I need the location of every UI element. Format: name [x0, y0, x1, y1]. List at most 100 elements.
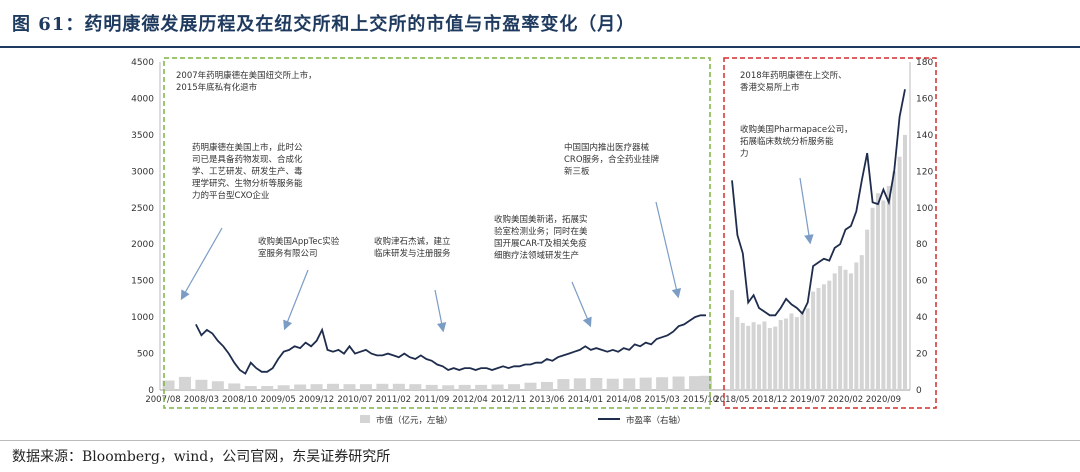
y-tick-left: 3500	[131, 131, 154, 141]
x-tick-label: 2015/03	[644, 395, 679, 405]
annotation-arrow	[799, 177, 814, 245]
x-tick-label: 2013/06	[529, 395, 564, 405]
x-tick-label: 2012/11	[491, 395, 526, 405]
region-box	[723, 57, 937, 409]
market-cap-bar	[892, 171, 897, 390]
market-cap-bar	[886, 185, 891, 390]
market-cap-bar	[843, 269, 848, 390]
y-tick-right: 180	[916, 58, 933, 68]
market-cap-bar	[865, 229, 870, 390]
annotation-text: 2018年药明康德在上交所、	[740, 70, 847, 81]
market-cap-bar	[827, 280, 832, 390]
annotation-text: 验室检测业务；同时在美	[494, 226, 588, 237]
legend-swatch-bar	[360, 415, 370, 423]
market-cap-bar	[832, 273, 837, 390]
market-cap-bar	[409, 384, 422, 390]
market-cap-bar	[789, 313, 794, 390]
market-cap-bar	[211, 381, 224, 390]
y-tick-right: 40	[916, 313, 928, 323]
y-tick-right: 80	[916, 240, 928, 250]
legend-label: 市盈率（右轴）	[626, 415, 686, 426]
market-cap-bar	[746, 325, 751, 390]
annotation-text: 拓展临床数统分析服务能	[740, 136, 834, 147]
x-tick-label: 2011/02	[376, 395, 411, 405]
y-tick-right: 120	[916, 167, 933, 177]
market-cap-bar	[425, 384, 438, 390]
x-tick-label: 2019/07	[790, 395, 825, 405]
legend-label: 市值（亿元，左轴）	[376, 415, 453, 426]
y-tick-right: 60	[916, 277, 928, 287]
annotation-text: 力	[740, 148, 749, 159]
market-cap-bar	[848, 273, 853, 390]
market-cap-bar	[816, 287, 821, 390]
market-cap-bar	[838, 266, 843, 390]
market-cap-bar	[573, 378, 586, 390]
market-cap-bar	[475, 384, 488, 390]
market-cap-bar	[244, 385, 257, 390]
annotation-text: 力的平台型CXO企业	[192, 190, 269, 201]
market-cap-bar	[392, 383, 405, 390]
market-cap-bar	[623, 378, 636, 390]
market-cap-bar	[811, 291, 816, 390]
market-cap-bar	[740, 322, 745, 390]
market-cap-bar	[195, 379, 208, 390]
annotation-arrow	[180, 227, 223, 301]
market-cap-bar	[540, 381, 553, 390]
market-cap-bar	[590, 377, 603, 390]
market-cap-bar	[606, 378, 619, 390]
market-cap-bar	[228, 383, 241, 390]
market-cap-bar	[903, 134, 907, 390]
y-tick-right: 140	[916, 131, 933, 141]
chart: 0 500 1000 1500 2000 2500 3000 3500 4000 4500 0 20 4…	[131, 57, 937, 426]
y-tick-left: 500	[137, 350, 154, 360]
title-rule	[0, 46, 1080, 48]
x-tick-label: 2012/04	[452, 395, 487, 405]
y-tick-left: 2000	[131, 240, 154, 250]
annotation-text: 学、工艺研发、研发生产、毒	[192, 166, 303, 177]
annotation-text: 收购津石杰诚，建立	[374, 236, 451, 247]
market-cap-bar	[800, 311, 805, 390]
market-cap-bar	[730, 290, 734, 390]
figure-title: 图 61：药明康德发展历程及在纽交所和上交所的市值与市盈率变化（月）	[12, 14, 636, 35]
market-cap-bar	[261, 385, 274, 390]
x-tick-label: 2008/03	[184, 395, 219, 405]
market-cap-bar	[672, 376, 685, 390]
market-cap-bar	[343, 384, 356, 390]
annotation-text: 室服务有限公司	[258, 248, 318, 259]
y-tick-left: 4500	[131, 58, 154, 68]
annotation-text: 收购美国美新诺，拓展实	[494, 214, 588, 225]
market-cap-bar	[751, 322, 756, 390]
market-cap-bar	[359, 384, 372, 390]
market-cap-bar	[656, 377, 669, 390]
market-cap-bar	[491, 384, 504, 390]
market-cap-bar	[778, 320, 783, 390]
market-cap-bar	[277, 385, 290, 390]
annotation-arrow	[571, 281, 592, 328]
x-tick-label: 2007/08	[145, 395, 180, 405]
annotation-text: 香港交易所上市	[740, 82, 800, 93]
x-tick-label: 2020/02	[828, 395, 863, 405]
market-cap-bar	[821, 284, 826, 390]
annotation-arrow	[434, 289, 447, 333]
x-tick-label: 2018/12	[752, 395, 787, 405]
annotation-text: CRO服务，合全药业挂牌	[564, 154, 660, 165]
x-tick-label: 2010/07	[337, 395, 372, 405]
annotation-text: 细胞疗法领域研发生产	[494, 250, 579, 261]
market-cap-bar	[870, 207, 875, 390]
y-tick-right: 20	[916, 350, 928, 360]
market-cap-bar	[897, 156, 902, 390]
market-cap-bar	[805, 308, 810, 390]
annotation-arrow	[655, 201, 682, 299]
annotation-text: 司已是具备药物发现、合成化	[192, 154, 303, 165]
market-cap-bar	[689, 376, 702, 390]
annotation-text: 临床研发与注册服务	[374, 248, 451, 259]
market-cap-bar	[327, 383, 340, 390]
x-tick-label: 2015/10	[683, 395, 718, 405]
y-tick-right: 0	[916, 386, 922, 396]
y-tick-right: 100	[916, 204, 933, 214]
market-cap-bar	[294, 384, 307, 390]
y-tick-left: 1000	[131, 313, 154, 323]
market-cap-bar	[376, 383, 389, 390]
market-cap-bar	[458, 384, 471, 390]
market-cap-bar	[794, 317, 799, 390]
